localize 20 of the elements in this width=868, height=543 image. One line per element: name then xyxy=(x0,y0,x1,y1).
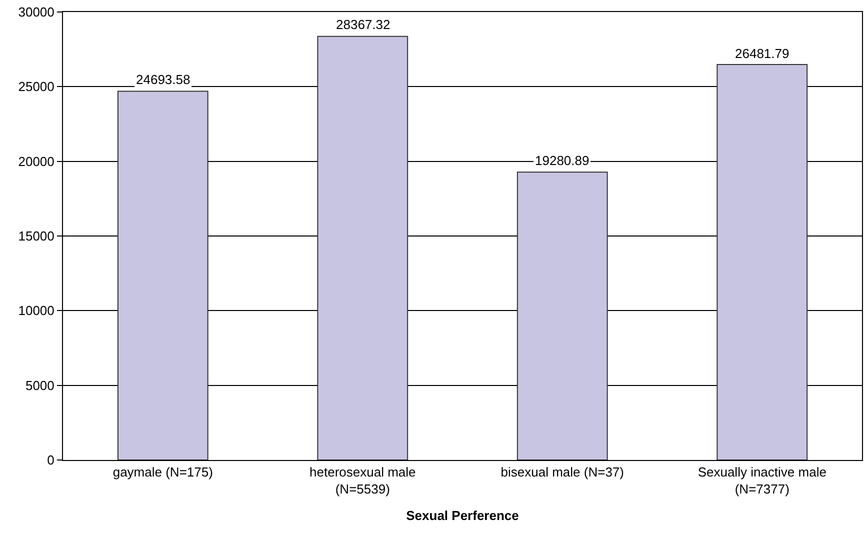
y-tick-label: 10000 xyxy=(18,303,54,318)
y-tick-label: 0 xyxy=(47,452,54,468)
x-axis-title: Sexual Perference xyxy=(406,508,519,524)
bar xyxy=(317,36,408,460)
data-label: 28367.32 xyxy=(336,17,390,32)
x-tick-label: heterosexual male (N=5539) xyxy=(310,464,416,496)
y-tick-label: 15000 xyxy=(18,228,54,244)
bar xyxy=(516,172,608,460)
x-tick-label: gaymale (N=175) xyxy=(112,464,213,480)
data-label: 24693.58 xyxy=(136,72,190,87)
data-label: 19280.89 xyxy=(535,153,590,168)
x-tick-label: Sexually inactive male (N=7377) xyxy=(698,464,826,496)
bar xyxy=(117,90,208,460)
x-tick-label: bisexual male (N=37) xyxy=(500,464,624,480)
y-tick-label: 30000 xyxy=(18,4,54,20)
y-tick-label: 20000 xyxy=(18,154,54,169)
y-tick-label: 5000 xyxy=(25,378,54,393)
y-tick-label: 25000 xyxy=(18,79,54,94)
bar xyxy=(716,64,808,460)
data-label: 26481.79 xyxy=(735,46,790,61)
